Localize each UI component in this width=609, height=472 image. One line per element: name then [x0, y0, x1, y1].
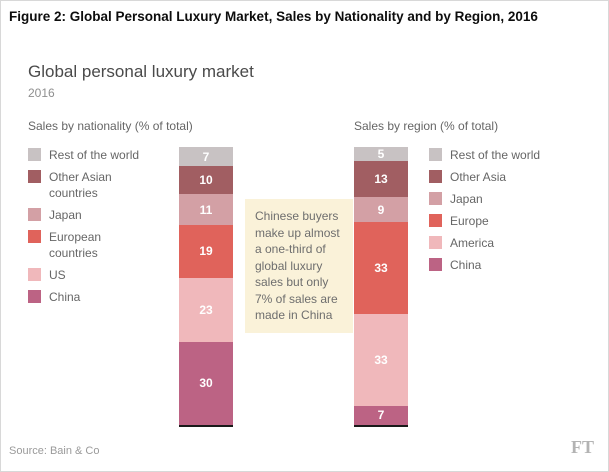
- legend-label: Rest of the world: [49, 148, 140, 162]
- legend-item-other-asian-countries: Other Asian countries: [28, 169, 178, 201]
- region-bar-baseline: [354, 425, 408, 427]
- bar-value-label: 10: [199, 173, 213, 188]
- bar-segment-rest-of-the-world: 5: [354, 147, 408, 161]
- legend-label: China: [49, 290, 81, 304]
- legend-item-japan: Japan: [429, 191, 540, 207]
- bar-segment-us: 23: [179, 277, 233, 342]
- legend-label: Other Asian countries: [49, 170, 112, 200]
- legend-swatch: [429, 258, 442, 271]
- legend-swatch: [28, 268, 41, 281]
- bar-value-label: 19: [199, 244, 213, 259]
- legend-swatch: [28, 170, 41, 183]
- legend-item-japan: Japan: [28, 207, 178, 223]
- bar-value-label: 13: [374, 171, 388, 186]
- legend-item-european-countries: European countries: [28, 229, 178, 261]
- legend-label: Other Asia: [450, 170, 507, 184]
- bar-segment-rest-of-the-world: 7: [179, 147, 233, 167]
- nationality-bar-baseline: [179, 425, 233, 427]
- bar-value-label: 7: [377, 408, 385, 423]
- legend-swatch: [28, 230, 41, 243]
- legend-item-us: US: [28, 267, 178, 283]
- bar-segment-other-asian-countries: 10: [179, 166, 233, 195]
- bar-segment-china: 7: [354, 405, 408, 425]
- legend-item-china: China: [429, 257, 540, 273]
- source-note: Source: Bain & Co: [9, 445, 100, 457]
- bar-value-label: 33: [374, 260, 388, 275]
- bar-value-label: 33: [374, 352, 388, 367]
- legend-swatch: [28, 208, 41, 221]
- annotation-callout: Chinese buyers make up almost a one-thir…: [245, 199, 353, 333]
- legend-label: Rest of the world: [450, 148, 541, 162]
- legend-nationality: Rest of the world Other Asian countries Ja…: [28, 147, 178, 311]
- legend-label: Europe: [450, 214, 489, 228]
- legend-label: Japan: [49, 208, 82, 222]
- legend-swatch: [28, 148, 41, 161]
- legend-label: Japan: [450, 192, 483, 206]
- bar-value-label: 5: [377, 147, 385, 161]
- legend-label: China: [450, 258, 482, 272]
- legend-item-rest-of-the-world: Rest of the world: [429, 147, 540, 163]
- legend-swatch: [429, 170, 442, 183]
- bar-segment-japan: 9: [354, 197, 408, 223]
- legend-region: Rest of the world Other Asia Japan Europe Am…: [429, 147, 540, 279]
- legend-label: European countries: [49, 230, 102, 260]
- legend-swatch: [429, 192, 442, 205]
- legend-swatch: [28, 290, 41, 303]
- ft-logo: FT: [570, 437, 594, 457]
- bar-segment-china: 30: [179, 341, 233, 425]
- region-stacked-bar: 5 13 9 33 33 7: [354, 147, 408, 425]
- legend-swatch: [429, 214, 442, 227]
- bar-segment-other-asia: 13: [354, 160, 408, 198]
- bar-value-label: 9: [377, 202, 385, 217]
- bar-segment-america: 33: [354, 313, 408, 406]
- figure-title: Figure 2: Global Personal Luxury Market,…: [9, 9, 538, 24]
- legend-item-america: America: [429, 235, 540, 251]
- bar-value-label: 30: [199, 376, 213, 391]
- bar-segment-japan: 11: [179, 194, 233, 225]
- bar-segment-europe: 33: [354, 222, 408, 314]
- nationality-stacked-bar: 7 10 11 19 23 30: [179, 147, 233, 425]
- legend-swatch: [429, 148, 442, 161]
- nationality-chart-header: Sales by nationality (% of total): [28, 119, 193, 133]
- chart-title: Global personal luxury market: [28, 62, 254, 81]
- chart-subtitle: 2016: [28, 86, 55, 100]
- legend-item-other-asia: Other Asia: [429, 169, 540, 185]
- region-chart-header: Sales by region (% of total): [354, 119, 499, 133]
- bar-value-label: 11: [199, 202, 213, 217]
- bar-value-label: 23: [199, 302, 213, 317]
- legend-item-rest-of-the-world: Rest of the world: [28, 147, 178, 163]
- legend-label: US: [49, 268, 66, 282]
- legend-swatch: [429, 236, 442, 249]
- legend-item-europe: Europe: [429, 213, 540, 229]
- bar-value-label: 7: [202, 149, 210, 164]
- legend-item-china: China: [28, 289, 178, 305]
- bar-segment-european-countries: 19: [179, 224, 233, 278]
- legend-label: America: [450, 236, 495, 250]
